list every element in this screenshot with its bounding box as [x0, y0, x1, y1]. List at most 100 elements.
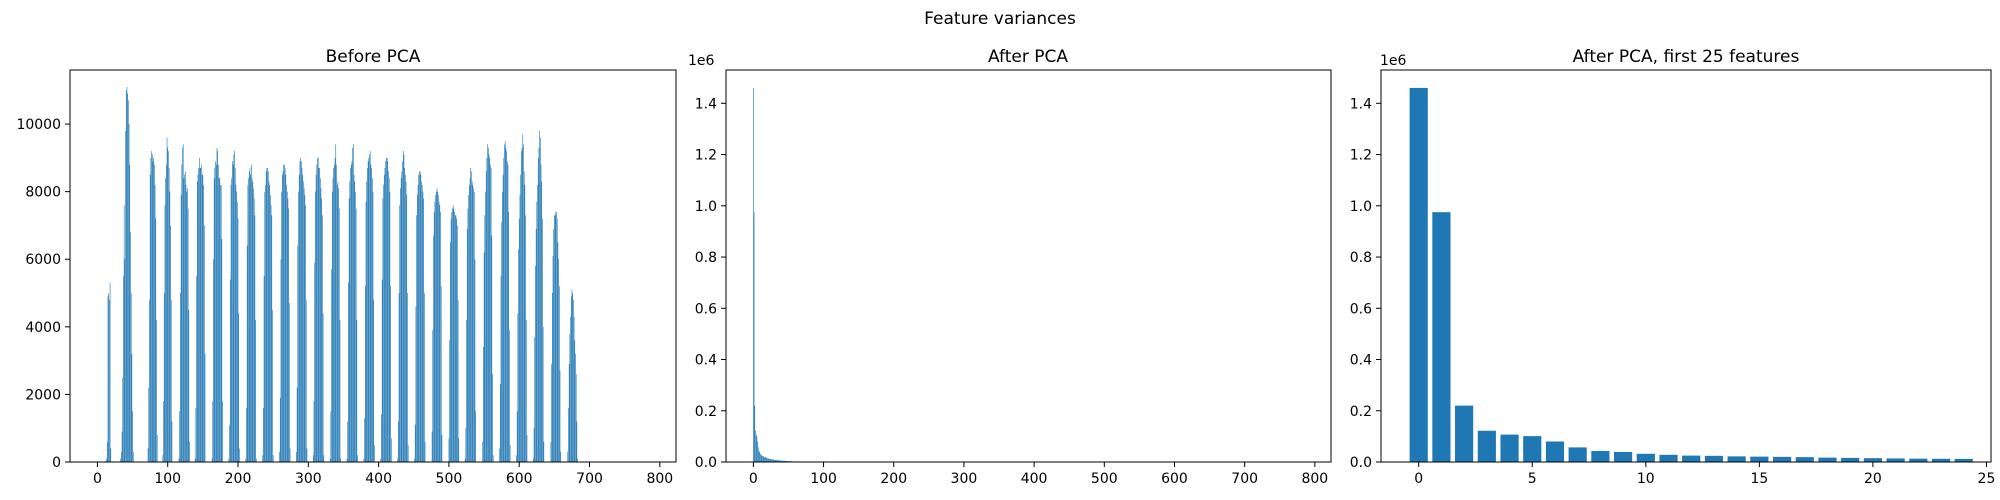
- y-offset-label: 1e6: [1380, 53, 1407, 69]
- bar: [337, 181, 339, 462]
- bar: [289, 303, 290, 462]
- bar: [559, 286, 560, 462]
- bar: [1523, 436, 1542, 462]
- bar: [755, 430, 756, 462]
- x-tick-label: 700: [576, 471, 603, 487]
- x-tick-label: 200: [225, 471, 252, 487]
- x-tick-label: 100: [810, 471, 837, 487]
- bar: [484, 215, 486, 462]
- bar: [305, 299, 307, 462]
- bar: [576, 421, 578, 462]
- bar: [126, 86, 128, 463]
- bar: [760, 453, 761, 462]
- bar: [288, 208, 289, 462]
- bar: [521, 151, 522, 462]
- bar: [1500, 434, 1519, 462]
- bar: [365, 201, 367, 463]
- y-tick-label: 1.0: [1350, 199, 1372, 215]
- bar: [1772, 456, 1792, 462]
- bar: [518, 218, 520, 462]
- bar: [424, 441, 426, 462]
- axes-frame: [1380, 69, 1992, 463]
- bar: [121, 431, 123, 462]
- bar: [233, 154, 235, 463]
- bar: [279, 451, 280, 462]
- bar: [760, 454, 762, 462]
- bar: [219, 178, 221, 462]
- bar: [504, 140, 506, 462]
- bar: [237, 201, 238, 463]
- bar: [213, 178, 215, 462]
- bar: [316, 164, 318, 462]
- bar: [776, 460, 778, 462]
- bar: [533, 458, 534, 462]
- bar: [540, 137, 541, 462]
- bar: [340, 458, 341, 462]
- y-tick-label: 0.8: [1350, 250, 1372, 266]
- bar: [551, 364, 552, 462]
- bar: [761, 455, 763, 462]
- bar: [212, 401, 214, 462]
- bar: [568, 407, 569, 462]
- x-tick-label: 700: [1231, 471, 1258, 487]
- bar: [201, 164, 202, 462]
- bar: [423, 198, 424, 462]
- bar: [149, 299, 150, 462]
- bar: [762, 455, 763, 462]
- bar: [222, 401, 223, 462]
- bar: [1954, 458, 1973, 462]
- bar: [373, 299, 375, 462]
- bar: [128, 124, 130, 462]
- bar: [369, 151, 371, 462]
- bar: [194, 458, 196, 462]
- y-tick-label: 0.6: [1350, 301, 1372, 317]
- bar: [284, 164, 285, 462]
- bar: [179, 411, 180, 462]
- bar: [366, 181, 367, 462]
- y-tick-label: 0.4: [695, 353, 717, 369]
- bar: [387, 161, 389, 463]
- bar: [106, 441, 108, 462]
- bar: [317, 157, 318, 463]
- bar: [758, 447, 759, 462]
- bar: [268, 181, 270, 462]
- bar: [287, 198, 289, 462]
- bar: [1432, 212, 1451, 462]
- bar: [265, 171, 267, 462]
- bar: [526, 434, 528, 462]
- bar: [230, 184, 232, 462]
- bar: [386, 157, 388, 463]
- bar: [1568, 447, 1587, 462]
- y-axis-ticks: 0 2000 4000 6000 8000 10000: [16, 117, 70, 471]
- bar: [306, 448, 308, 462]
- bar: [414, 424, 416, 462]
- bar: [533, 428, 535, 462]
- bar: [199, 157, 200, 463]
- bar: [203, 184, 204, 462]
- bar: [569, 333, 571, 462]
- bar: [187, 208, 189, 462]
- bar: [252, 181, 254, 462]
- bar: [406, 195, 408, 462]
- bar: [781, 460, 783, 462]
- bar: [371, 168, 372, 462]
- bar: [455, 215, 457, 462]
- bar: [438, 195, 439, 462]
- bar: [768, 458, 770, 462]
- bar: [471, 171, 472, 462]
- bar: [1886, 458, 1905, 462]
- bar: [438, 201, 440, 463]
- bar: [474, 259, 476, 462]
- bar: [567, 451, 569, 462]
- bar: [575, 353, 576, 462]
- bar: [272, 309, 273, 462]
- bar: [434, 201, 436, 463]
- bar: [492, 455, 494, 462]
- bar: [774, 459, 776, 462]
- bar: [305, 205, 306, 463]
- bar: [181, 164, 183, 462]
- bar: [575, 374, 577, 462]
- bar: [253, 198, 255, 462]
- bar: [211, 458, 213, 462]
- bar: [473, 191, 475, 462]
